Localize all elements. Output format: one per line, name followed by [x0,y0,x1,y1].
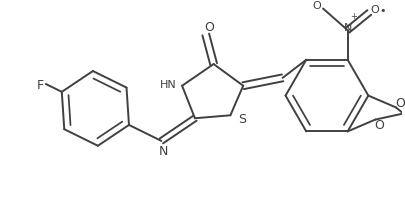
Text: N: N [158,145,168,158]
Text: HN: HN [160,79,176,89]
Text: O: O [394,97,404,109]
Text: +: + [349,12,356,21]
Text: N: N [343,23,351,33]
Text: O: O [203,21,213,34]
Text: •: • [379,6,386,16]
Text: O: O [373,118,383,131]
Text: S: S [238,112,245,125]
Text: F: F [36,78,43,91]
Text: O: O [312,1,321,11]
Text: O: O [370,4,379,14]
